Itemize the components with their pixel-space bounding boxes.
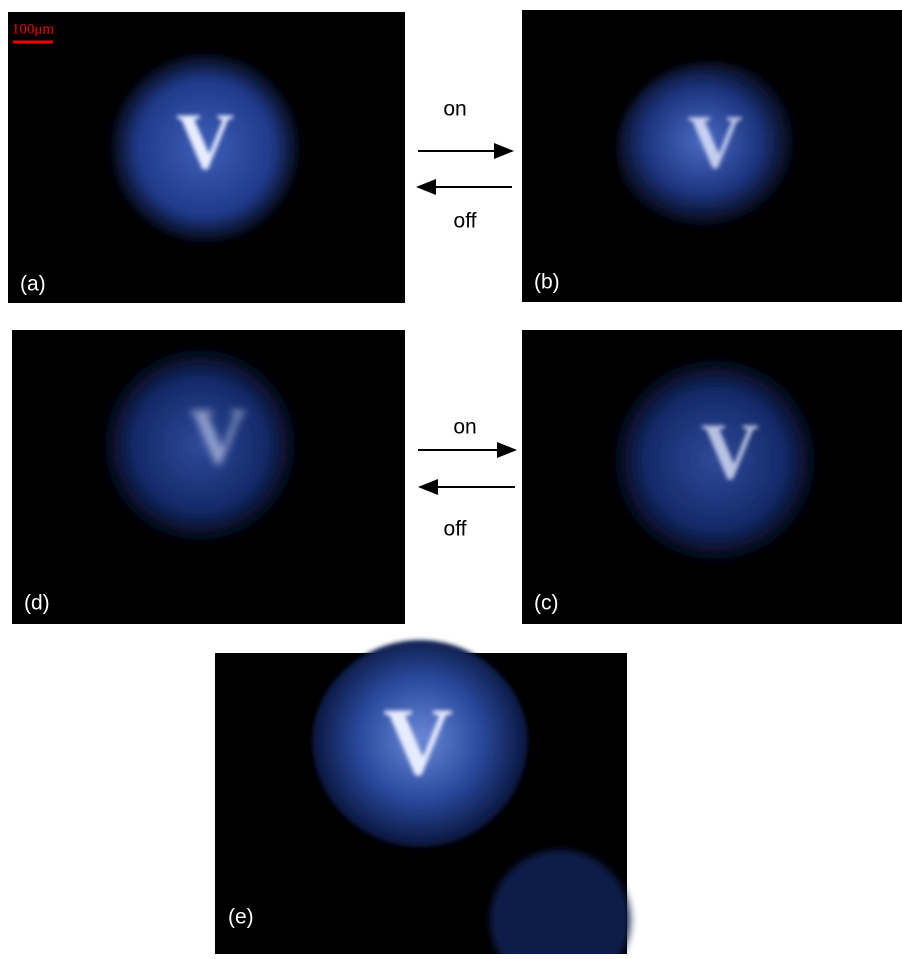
switch-arrows: on off xyxy=(418,98,512,233)
panel-d: V (d) xyxy=(12,330,405,624)
panel-label: (b) xyxy=(534,271,560,294)
letter: V xyxy=(383,688,452,795)
panel-a: V 100μm (a) xyxy=(8,12,405,303)
figure: V 100μm (a) V (b) V (d) V (c) V (e) on o… xyxy=(0,0,902,954)
arrow-label: off xyxy=(454,210,477,233)
arrow-label: on xyxy=(443,98,466,121)
panel-label: (c) xyxy=(534,592,559,615)
panel-label: (a) xyxy=(20,273,46,296)
letter: V xyxy=(688,100,743,184)
arrow-label: off xyxy=(444,518,467,541)
panel-b: V (b) xyxy=(522,10,902,302)
panel-e: V (e) xyxy=(215,640,630,954)
page: {"scale_bar": "100μm", "panels": [ {"lab… xyxy=(0,0,902,954)
arrow-label: on xyxy=(453,416,476,439)
letter: V xyxy=(176,98,234,186)
letter: V xyxy=(701,408,759,496)
panel-c: V (c) xyxy=(522,330,902,624)
letter: V xyxy=(189,393,247,481)
scale-label: 100μm xyxy=(12,21,55,37)
panel-label: (e) xyxy=(228,906,254,929)
panel-label: (d) xyxy=(24,592,50,615)
switch-arrows: on off xyxy=(418,416,515,541)
